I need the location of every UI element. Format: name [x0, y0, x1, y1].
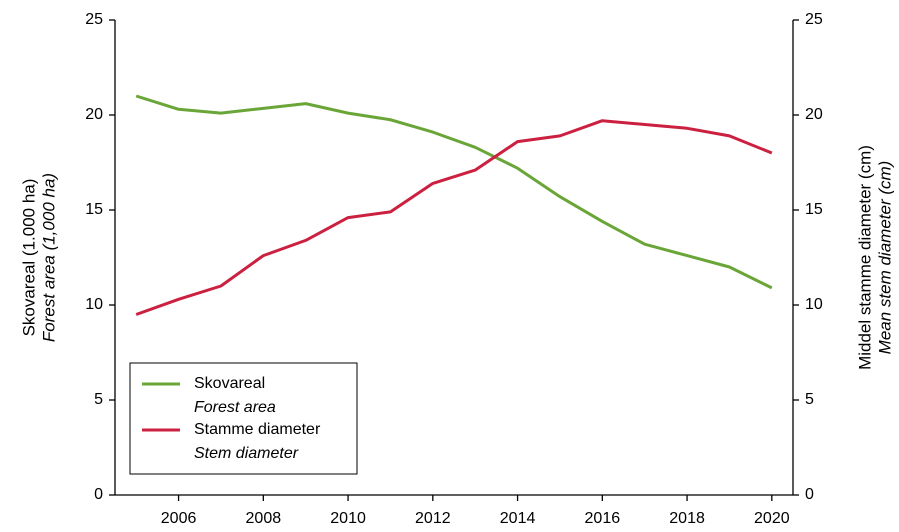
y-tick-label: 15	[85, 201, 103, 218]
y-tick-label: 10	[85, 296, 103, 313]
x-tick-label: 2010	[330, 510, 366, 527]
x-tick-label: 2008	[246, 510, 282, 527]
y-tick-label: 25	[85, 11, 103, 28]
y2-tick-label: 0	[805, 486, 814, 503]
series-line	[135, 94, 773, 290]
x-tick-label: 2020	[754, 510, 790, 527]
y2-tick-label: 5	[805, 391, 814, 408]
legend-label: Skovareal	[194, 375, 265, 392]
y-tick-label: 20	[85, 106, 103, 123]
x-tick-label: 2014	[500, 510, 536, 527]
y2-tick-label: 25	[805, 11, 823, 28]
x-tick-label: 2006	[161, 510, 197, 527]
series-line	[135, 119, 773, 316]
y2-label: Middel stamme diameter (cm)	[855, 145, 874, 370]
y-label: Forest area (1,000 ha)	[39, 173, 58, 342]
legend-label-en: Forest area	[194, 399, 276, 416]
y2-tick-label: 20	[805, 106, 823, 123]
y2-tick-label: 15	[805, 201, 823, 218]
legend-label-en: Stem diameter	[194, 445, 299, 462]
y2-tick-label: 10	[805, 296, 823, 313]
legend-box	[129, 362, 358, 475]
y-tick-label: 0	[94, 486, 103, 503]
y-tick-label: 5	[94, 391, 103, 408]
legend-label: Stamme diameter	[194, 421, 321, 438]
y2-label: Mean stem diameter (cm)	[875, 161, 894, 355]
x-tick-label: 2018	[669, 510, 705, 527]
y-label: Skovareal (1.000 ha)	[19, 179, 38, 337]
x-tick-label: 2016	[585, 510, 621, 527]
x-tick-label: 2012	[415, 510, 451, 527]
